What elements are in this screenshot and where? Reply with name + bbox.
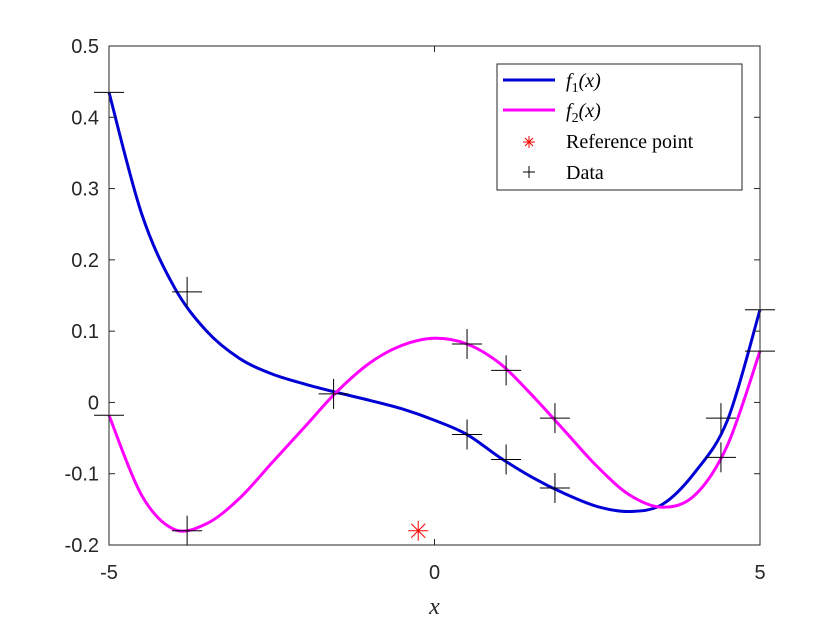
data-point-marker <box>318 378 349 409</box>
legend-f2-sub: 2 <box>572 111 579 126</box>
y-tick-label: 0.4 <box>71 107 99 129</box>
legend-f1-arg: (x) <box>579 70 602 92</box>
legend-f2-main: f <box>566 100 574 122</box>
y-tick-label: 0.2 <box>71 250 99 272</box>
y-tick-label: -0.2 <box>65 535 99 557</box>
data-point-marker <box>452 419 483 450</box>
data-point-marker <box>172 276 203 307</box>
legend-f1-main: f <box>566 70 574 92</box>
x-axis-label: x <box>428 594 440 620</box>
legend-swatch-data <box>523 166 535 178</box>
x-tick-label: -5 <box>100 562 118 584</box>
data-point-marker <box>705 442 736 473</box>
legend-box <box>496 63 743 191</box>
series-line-f2 <box>107 336 762 533</box>
y-tick-label: 0.1 <box>71 321 99 343</box>
reference-point-marker <box>408 520 429 541</box>
legend-label-f1: f1(x) <box>566 70 601 96</box>
legend-swatch-reference-point <box>523 136 535 148</box>
data-point-marker <box>491 355 522 386</box>
y-tick-label: 0.3 <box>71 179 99 201</box>
tick-layer: -5 0 5 -0.2 -0.1 0 0.1 0.2 0.3 0.4 0.5 <box>65 36 766 584</box>
legend-f2-arg: (x) <box>579 100 602 122</box>
data-point-marker <box>539 472 570 503</box>
data-point-marker <box>705 403 736 434</box>
data-point-marker <box>539 403 570 434</box>
y-tick-label: -0.1 <box>65 464 99 486</box>
legend-label-reference-point: Reference point <box>566 131 694 153</box>
x-tick-label: 0 <box>429 562 440 584</box>
series-layer <box>107 91 762 533</box>
legend-label-f2: f2(x) <box>566 100 601 126</box>
y-tick-label: 0 <box>88 392 99 414</box>
data-point-marker <box>452 328 483 359</box>
legend: f1(x) f2(x) Reference point Data <box>496 63 743 191</box>
data-point-marker <box>172 515 203 546</box>
legend-label-data: Data <box>566 162 604 184</box>
marker-layer <box>94 77 775 546</box>
x-tick-label: 5 <box>754 562 765 584</box>
y-tick-label: 0.5 <box>71 36 99 58</box>
legend-f1-sub: 1 <box>572 81 579 96</box>
data-point-marker <box>491 444 522 475</box>
